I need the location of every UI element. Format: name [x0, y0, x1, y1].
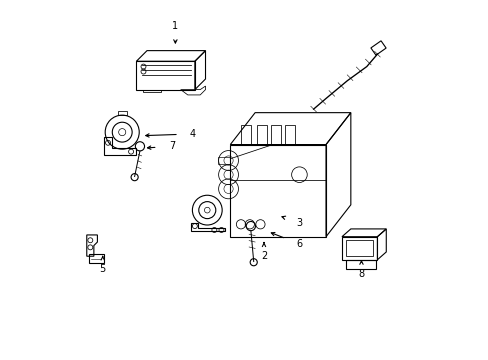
Text: 7: 7 [168, 141, 175, 151]
Text: 1: 1 [172, 21, 178, 31]
Text: 5: 5 [100, 264, 105, 274]
Text: 4: 4 [190, 129, 196, 139]
Text: 2: 2 [260, 251, 266, 261]
Text: 6: 6 [296, 239, 302, 249]
Text: 3: 3 [296, 217, 302, 228]
Text: 8: 8 [358, 269, 364, 279]
